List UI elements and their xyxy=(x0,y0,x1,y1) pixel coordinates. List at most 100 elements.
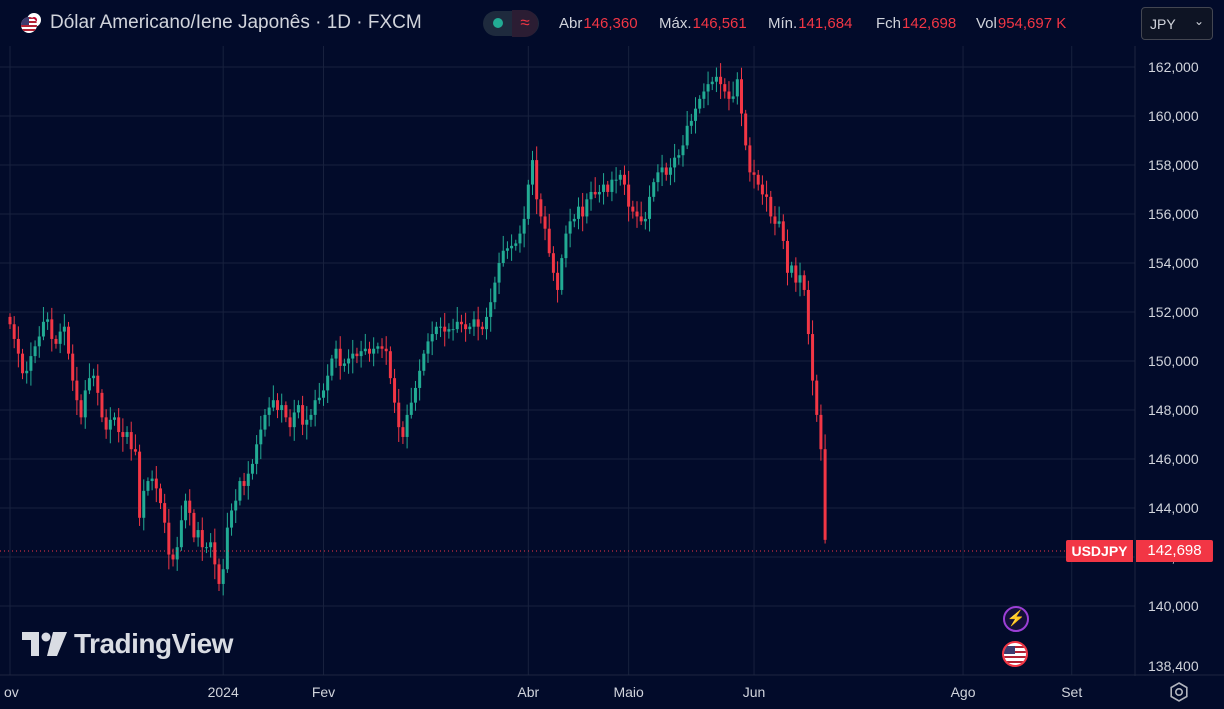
candle-body xyxy=(501,250,505,263)
candle-body xyxy=(92,375,96,379)
candle-body xyxy=(347,358,351,364)
chart-grid xyxy=(0,46,1135,675)
candle-body xyxy=(639,216,643,222)
candle-body xyxy=(79,400,83,418)
candle-body xyxy=(163,503,167,523)
candle-body xyxy=(627,184,631,207)
candle-body xyxy=(781,221,785,241)
candle-body xyxy=(75,380,79,401)
candle-body xyxy=(480,326,484,330)
market-open-dot-icon xyxy=(493,18,503,28)
candle-body xyxy=(811,334,815,381)
time-tick-label: Jun xyxy=(743,684,766,700)
price-tick-label: 146,000 xyxy=(1148,451,1199,467)
candle-body xyxy=(129,432,133,450)
candle-body xyxy=(108,419,112,430)
candle-body xyxy=(756,174,760,185)
candle-body xyxy=(196,530,200,538)
candle-body xyxy=(158,488,162,504)
candle-body xyxy=(288,417,292,428)
candle-body xyxy=(560,258,564,290)
candle-body xyxy=(585,199,589,217)
settings-gear-icon[interactable] xyxy=(1168,681,1190,703)
time-tick-label: Ago xyxy=(951,684,976,700)
candle-body xyxy=(188,500,192,513)
candle-body xyxy=(434,326,438,335)
candle-body xyxy=(556,272,560,290)
candle-body xyxy=(493,282,497,303)
candle-body xyxy=(794,265,798,283)
us-jp-flag-icon[interactable] xyxy=(20,12,42,34)
candle-body xyxy=(271,400,275,408)
candle-body xyxy=(267,407,271,415)
candle-body xyxy=(581,206,585,217)
candle-body xyxy=(62,326,66,332)
tradingview-logo[interactable]: TradingView xyxy=(22,628,233,660)
chart-header: Dólar Americano/Iene Japonês · 1D · FXCM… xyxy=(0,0,1140,46)
candle-body xyxy=(765,194,769,197)
candle-body xyxy=(96,375,100,393)
candle-body xyxy=(217,564,221,584)
candle-body xyxy=(380,346,384,349)
candle-body xyxy=(547,228,551,254)
candle-body xyxy=(430,334,434,342)
candle-body xyxy=(21,353,25,374)
candle-body xyxy=(618,174,622,180)
price-tick-label: 158,000 xyxy=(1148,157,1199,173)
candle-body xyxy=(443,326,447,332)
candle-body xyxy=(58,331,62,344)
candle-body xyxy=(744,113,748,146)
candle-body xyxy=(83,390,87,418)
time-tick-label: Maio xyxy=(613,684,644,700)
candle-body xyxy=(33,346,37,357)
candle-body xyxy=(673,157,677,168)
candle-body xyxy=(326,375,330,391)
candle-body xyxy=(576,206,580,219)
candle-body xyxy=(87,378,91,391)
candle-body xyxy=(677,155,681,158)
candle-body xyxy=(643,218,647,222)
candle-body xyxy=(710,81,714,85)
candle-body xyxy=(505,248,509,251)
candle-body xyxy=(100,392,104,418)
price-tick-label: 138,400 xyxy=(1148,658,1199,674)
candle-body xyxy=(802,275,806,290)
candle-body xyxy=(292,412,296,428)
currency-dropdown[interactable]: JPY ⌄ xyxy=(1141,7,1213,40)
candle-body xyxy=(230,510,234,528)
candle-body xyxy=(681,145,685,156)
wave-icon[interactable]: ≈ xyxy=(512,10,538,37)
candle-body xyxy=(322,390,325,398)
candles xyxy=(8,63,827,596)
time-axis: ov 2024 Fev Abr Maio Jun Ago Set xyxy=(4,684,1082,700)
time-tick-label: Set xyxy=(1061,684,1082,700)
candle-body xyxy=(146,481,150,491)
candle-body xyxy=(192,512,196,538)
candle-body xyxy=(113,417,116,420)
candle-body xyxy=(154,478,158,489)
us-economic-event-icon[interactable] xyxy=(1002,641,1028,667)
candle-body xyxy=(551,253,555,273)
candle-body xyxy=(777,221,781,224)
candle-body xyxy=(29,356,33,371)
candle-body xyxy=(664,167,668,175)
candle-body xyxy=(564,233,568,259)
candle-body xyxy=(16,338,20,354)
candle-body xyxy=(171,554,175,560)
candle-body xyxy=(459,321,463,325)
lightning-event-icon[interactable]: ⚡ xyxy=(1003,606,1029,632)
ohlc-volume: Vol954,697 K xyxy=(976,15,1067,32)
price-axis: 162,000 160,000 158,000 156,000 154,000 152,0… xyxy=(1148,59,1199,674)
candle-body xyxy=(614,179,618,181)
candle-body xyxy=(539,199,543,217)
candle-body xyxy=(138,451,142,518)
candle-body xyxy=(37,336,41,347)
candle-body xyxy=(589,191,593,200)
candle-body xyxy=(104,417,108,430)
candle-body xyxy=(179,520,183,548)
candle-body xyxy=(301,405,305,425)
candle-body xyxy=(413,387,417,403)
symbol-title[interactable]: Dólar Americano/Iene Japonês · 1D · FXCM xyxy=(50,12,422,33)
candle-body xyxy=(209,542,213,548)
